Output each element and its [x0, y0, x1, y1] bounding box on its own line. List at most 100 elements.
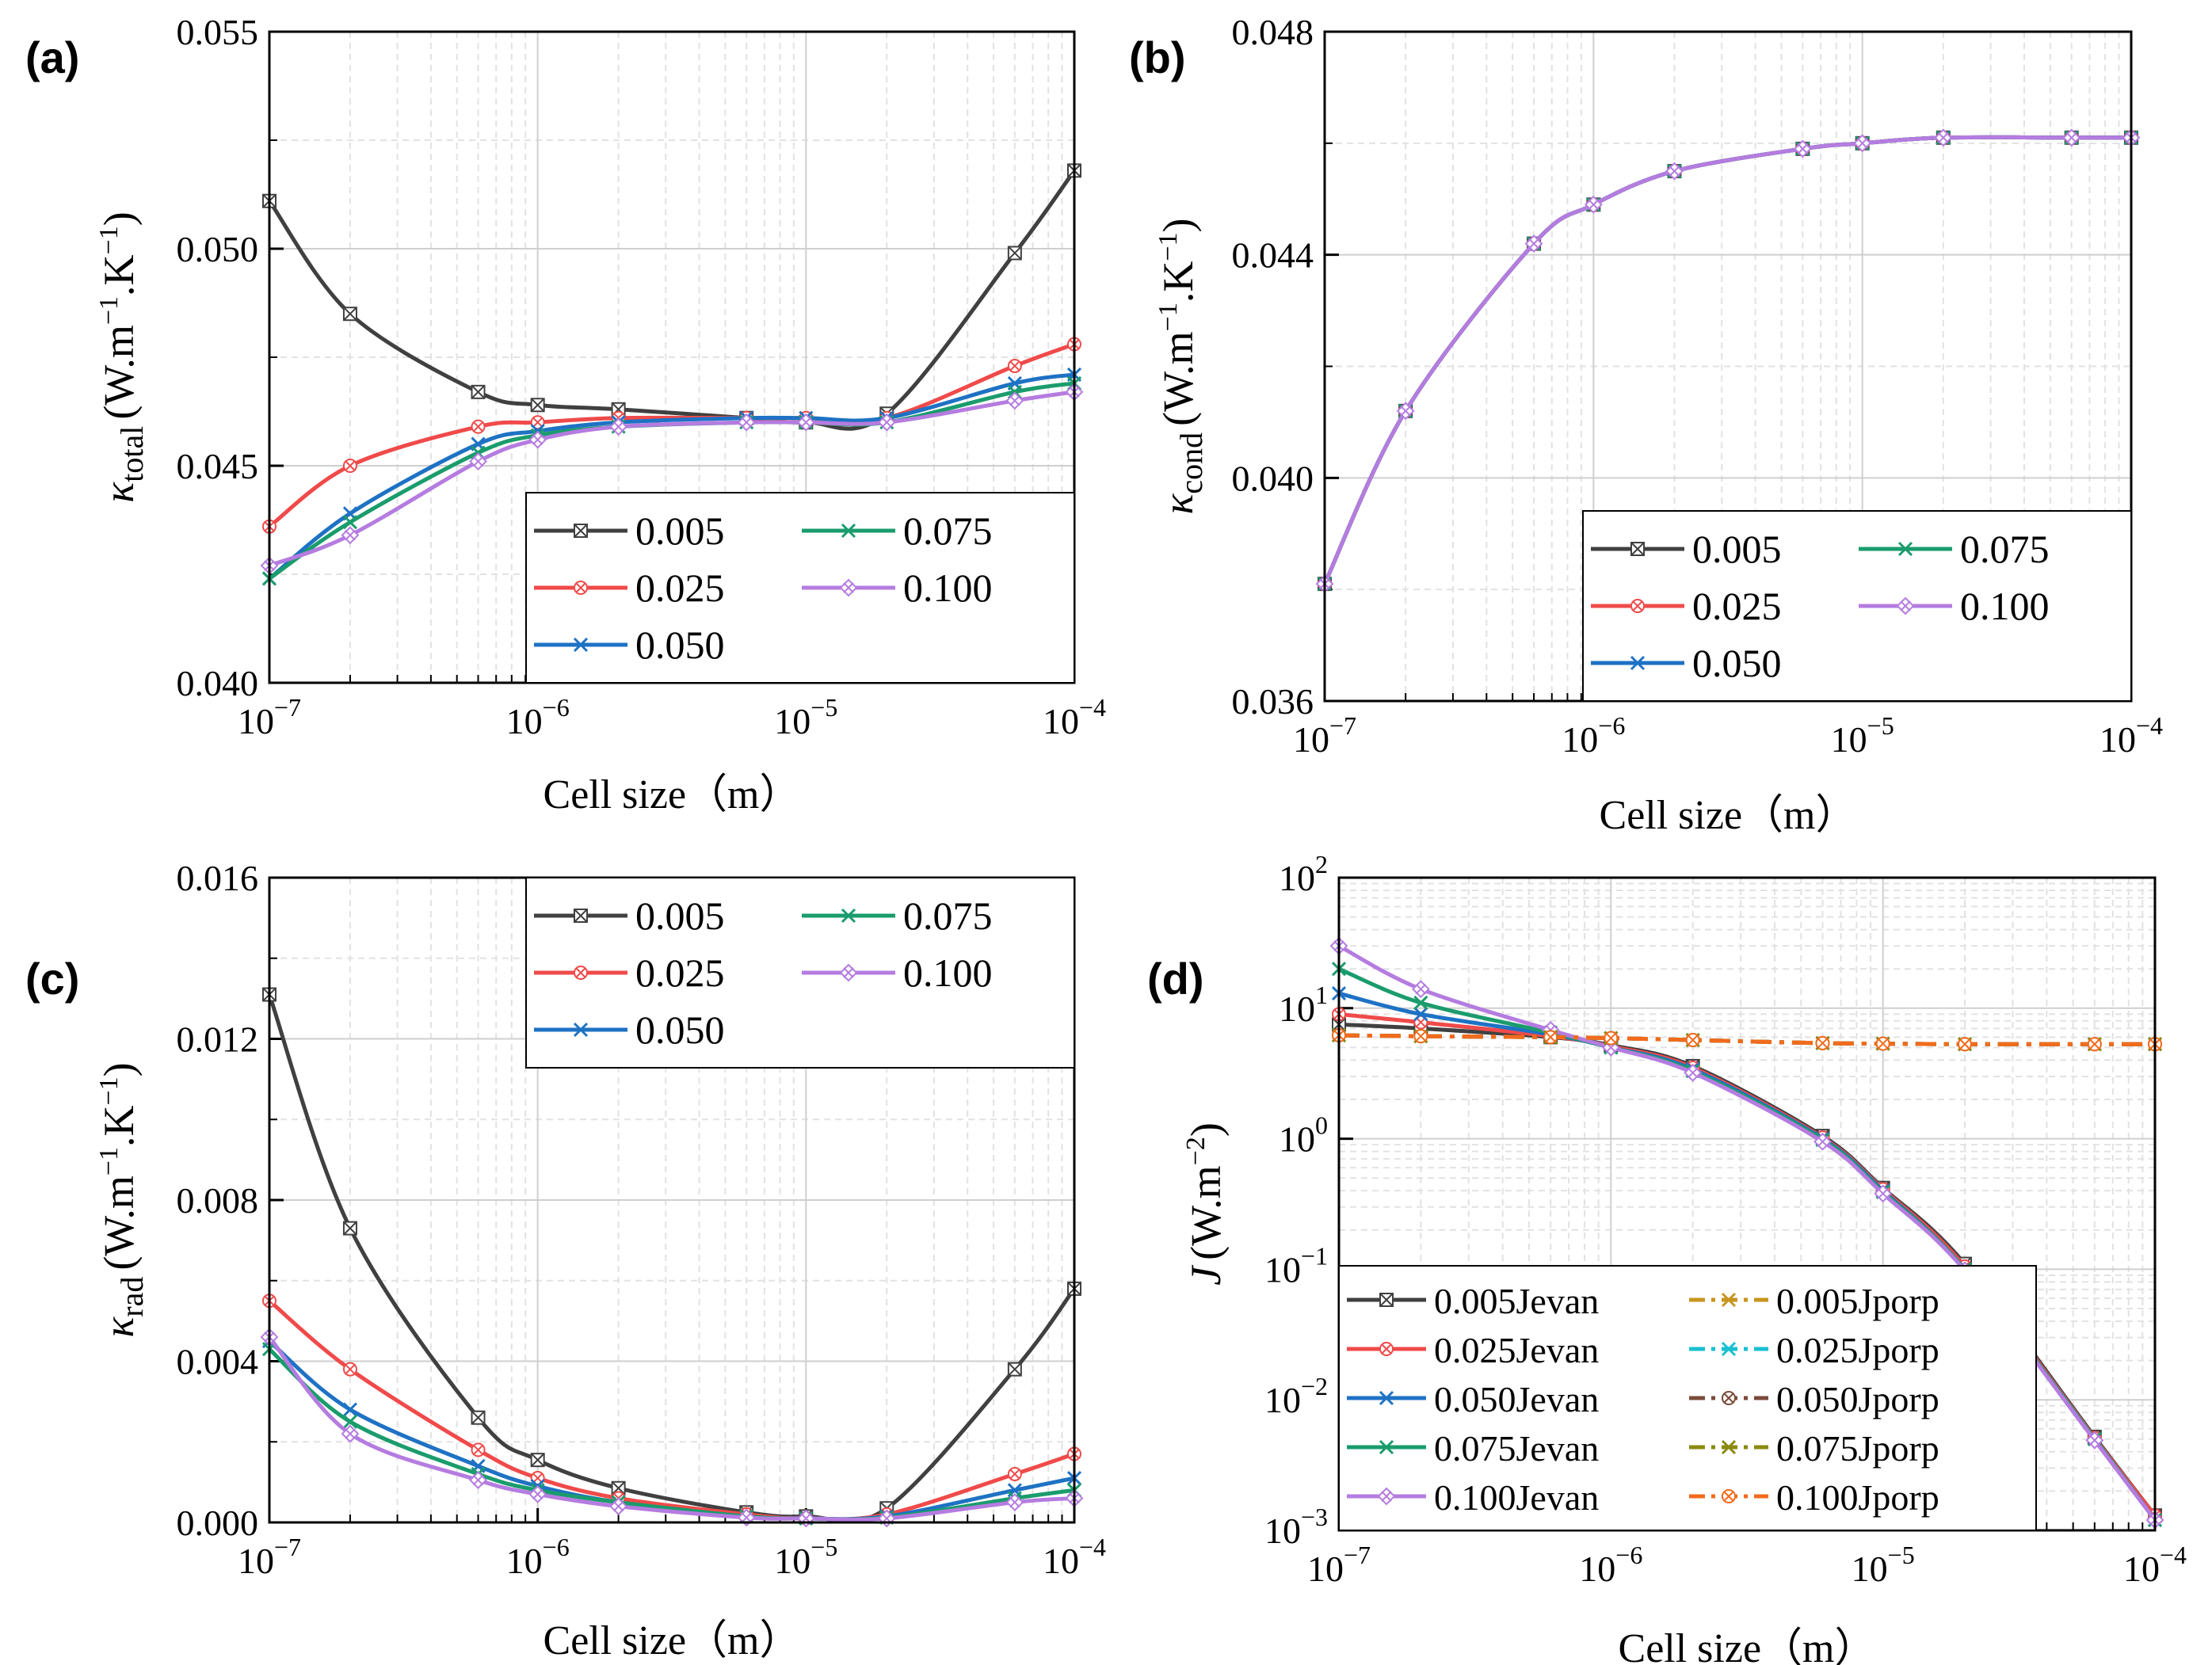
data-point: [1684, 1063, 1703, 1082]
legend-marker: [1721, 1439, 1737, 1455]
legend-label: 0.005: [635, 893, 725, 938]
legend-label: 0.100: [903, 951, 993, 995]
data-point: [530, 398, 545, 413]
legend-label: 0.100Jporp: [1776, 1477, 1939, 1518]
legend-label: 0.100Jevan: [1434, 1477, 1599, 1518]
series-line: [268, 342, 1075, 528]
panel-label: (a): [25, 32, 79, 82]
x-tick-label: 10−4: [2123, 1541, 2187, 1589]
legend-marker: [574, 966, 588, 980]
legend-item: 0.100: [802, 566, 993, 610]
legend-label: 0.050Jporp: [1776, 1379, 1939, 1419]
legend-marker: [1897, 541, 1913, 557]
series-0.100: [1315, 128, 2141, 593]
data-point: [1007, 358, 1022, 373]
legend-marker: [574, 909, 588, 923]
data-point: [1413, 1029, 1428, 1044]
data-point: [737, 413, 756, 432]
data-point: [1007, 246, 1022, 261]
legend-marker: [573, 1022, 589, 1038]
data-point: [1396, 402, 1415, 421]
y-tick-label: 10−3: [1264, 1503, 1328, 1551]
x-axis-label: Cell size（m）: [1619, 1626, 1876, 1665]
legend-marker: [574, 524, 588, 538]
series-line: [267, 169, 1077, 431]
y-tick-label: 10−1: [1264, 1241, 1328, 1290]
legend-marker: [1630, 542, 1645, 556]
data-point: [342, 1221, 357, 1236]
legend-item: 0.075: [802, 893, 993, 938]
legend-label: 0.005: [1692, 527, 1782, 571]
data-point: [530, 1471, 545, 1486]
legend-item: 0.050Jevan: [1347, 1379, 1599, 1419]
series-line: [268, 372, 1075, 581]
legend-item: 0.075: [1859, 527, 2050, 571]
series-line: [1337, 943, 2157, 1522]
data-point: [341, 526, 360, 545]
data-point: [342, 1362, 357, 1377]
legend-marker: [841, 908, 856, 924]
y-tick-label: 101: [1279, 981, 1328, 1029]
y-axis-label: J(W.m−2): [1181, 1122, 1230, 1286]
legend-item: 0.050: [1591, 641, 1782, 685]
panel-a: 10−7 10−6 10−5 10−4 0.040 0.045 0.050 0.055 0.00…: [25, 12, 1106, 817]
y-tick-label: 10−2: [1264, 1372, 1328, 1420]
data-point: [471, 384, 486, 399]
x-tick-label: 10−5: [1852, 1541, 1915, 1589]
series-line: [267, 993, 1077, 1524]
legend-marker: [1630, 599, 1645, 613]
data-point: [609, 1497, 628, 1516]
legend-marker: [839, 578, 858, 597]
x-tick-label: 10−7: [1293, 711, 1356, 760]
x-axis-label: Cell size（m）: [1600, 793, 1857, 838]
y-tick-label: 0.045: [177, 446, 259, 486]
legend-item: 0.075: [802, 509, 993, 553]
x-tick-label: 10−4: [1043, 693, 1106, 741]
y-tick-label: 102: [1279, 850, 1328, 898]
legend-label: 0.100: [903, 566, 993, 610]
legend-label: 0.050: [635, 1008, 725, 1052]
data-point: [469, 1471, 487, 1489]
data-point: [2085, 1431, 2104, 1450]
legend-label: 0.075: [903, 893, 993, 938]
series-0.025: [262, 1294, 1081, 1526]
series-line: [268, 1299, 1075, 1522]
legend-label: 0.075: [1960, 527, 2050, 571]
data-point: [1685, 1033, 1700, 1048]
legend-item: 0.100Jevan: [1347, 1477, 1599, 1518]
legend-item: 0.050Jporp: [1689, 1379, 1939, 1419]
data-point: [1005, 391, 1024, 410]
data-point: [471, 419, 486, 434]
x-axis-label: Cell size（m）: [543, 1618, 801, 1663]
x-tick-label: 10−6: [1579, 1541, 1642, 1589]
data-point: [1934, 128, 1953, 147]
y-tick-label: 0.040: [1232, 458, 1314, 498]
legend-marker: [1896, 596, 1915, 615]
y-axis-label: κrad(W.m−1.K−1): [94, 1062, 150, 1337]
legend-marker: [1722, 1391, 1736, 1405]
data-point: [528, 1484, 547, 1503]
data-point: [1853, 134, 1872, 153]
legend-marker: [1379, 1439, 1394, 1455]
y-tick-label: 0.048: [1232, 12, 1314, 52]
panel-label: (c): [25, 954, 79, 1004]
legend-label: 0.050Jevan: [1434, 1379, 1599, 1419]
legend-item: 0.005: [534, 509, 725, 553]
legend-label: 0.075Jporp: [1776, 1428, 1939, 1469]
y-tick-label: 0.050: [177, 229, 259, 269]
data-point: [342, 459, 357, 473]
legend-item: 0.005: [1591, 527, 1782, 571]
data-point: [342, 1402, 358, 1417]
panel-c: 10−7 10−6 10−5 10−4 0.000 0.004 0.008 0.012 0.01…: [25, 858, 1106, 1663]
data-point: [471, 1442, 486, 1457]
data-point: [471, 1410, 486, 1425]
y-tick-label: 0.004: [177, 1342, 259, 1382]
series-0.050: [261, 1333, 1082, 1526]
y-tick-label: 0.055: [177, 12, 259, 52]
panel-b: 10−7 10−6 10−5 10−4 0.036 0.040 0.044 0.048 0.00…: [1129, 12, 2163, 838]
y-axis-label: κtotal(W.m−1.K−1): [94, 211, 150, 502]
x-tick-label: 10−6: [1562, 711, 1625, 760]
legend: 0.005 0.025 0.050 0.075 0.100: [525, 492, 1075, 684]
y-tick-label: 0.040: [177, 663, 259, 703]
